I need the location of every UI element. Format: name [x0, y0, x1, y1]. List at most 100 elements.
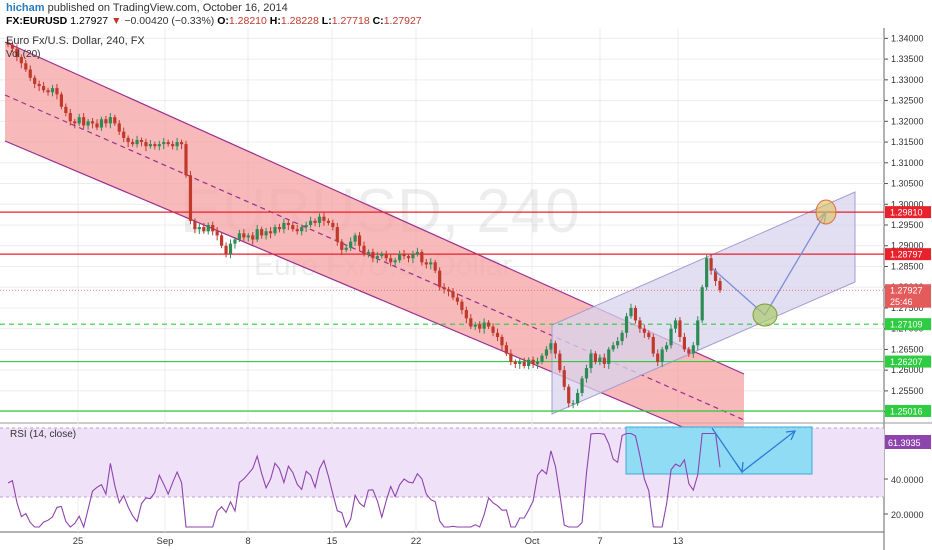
candle-body [251, 235, 255, 240]
price-badge-text: 1.27109 [890, 320, 923, 330]
time-tick-label: 8 [245, 536, 250, 547]
candle-body [527, 359, 531, 367]
candle-body [144, 142, 148, 147]
candle-body [424, 262, 428, 265]
candle-body [513, 361, 517, 364]
candle-body [366, 251, 371, 255]
candle-body [122, 131, 126, 138]
candle-body [429, 262, 433, 265]
candle-body [104, 119, 108, 124]
candle-body [633, 307, 638, 321]
time-tick-label: 7 [597, 536, 602, 547]
price-badge-text: 25:46 [890, 297, 913, 307]
author-name[interactable]: hicham [6, 2, 45, 14]
candle-body [260, 229, 264, 236]
price-tick-label: 1.28500 [891, 261, 924, 271]
time-tick-label: 25 [73, 536, 84, 547]
candle-body [184, 144, 188, 176]
descending-channel-lower[interactable] [4, 140, 745, 454]
candle-body [344, 247, 348, 250]
candle-body [616, 341, 620, 346]
rsi-axis: 40.0000 20.0000 [884, 475, 924, 520]
candle-body [202, 227, 206, 232]
candle-body [553, 343, 557, 354]
candle-body [291, 225, 295, 230]
candle-body [535, 361, 540, 364]
candle-body [171, 144, 175, 147]
candle-body [300, 227, 304, 232]
candle-body [549, 343, 553, 350]
price-tick-label: 1.26500 [891, 344, 924, 354]
price-tick-label: 1.32500 [891, 96, 924, 106]
rsi-tick: 20.0000 [891, 510, 924, 520]
candle-body [669, 328, 673, 346]
candle-body [295, 229, 299, 232]
candle-body [77, 117, 81, 124]
candle-body [638, 320, 642, 329]
candle-body [322, 216, 326, 221]
candle-body [478, 324, 482, 329]
candle-body [282, 222, 286, 230]
close-value: 1.27927 [383, 15, 422, 27]
price-tick-label: 1.25500 [891, 386, 924, 396]
candle-body [37, 83, 41, 87]
open-label: O: [217, 15, 229, 27]
target-circle-support[interactable] [752, 303, 778, 327]
price-badge-text: 1.28797 [890, 250, 923, 260]
candle-body [331, 222, 335, 228]
price-tick-label: 1.29500 [891, 220, 924, 230]
rsi-label: RSI (14, close) [10, 429, 76, 440]
candle-body [224, 245, 228, 255]
candle-body [375, 256, 379, 259]
candle-body [522, 361, 526, 367]
candle-body [624, 316, 629, 333]
price-tick-label: 1.34000 [891, 33, 924, 43]
price-axis[interactable]: 1.34000 1.33500 1.33000 1.32500 1.32000 1.315… [884, 33, 931, 417]
candle-body [15, 48, 19, 58]
rsi-highlight-box[interactable] [625, 426, 813, 475]
target-circle-resistance[interactable] [815, 199, 837, 225]
candle-body [193, 220, 197, 230]
candle-body [464, 310, 468, 319]
price-tick-label: 1.32000 [891, 116, 924, 126]
price-badge [885, 295, 931, 308]
candle-body [86, 121, 90, 126]
price-tick-label: 1.29000 [891, 241, 924, 251]
candle-body [682, 336, 686, 350]
publish-line: hicham published on TradingView.com, Oct… [6, 2, 288, 14]
candle-body [718, 280, 722, 291]
candle-body [162, 142, 166, 145]
volume-label: Vol (20) [6, 49, 40, 60]
candle-body [153, 144, 157, 147]
rsi-line [7, 432, 721, 529]
time-axis[interactable]: 25 Sep 8 15 22 Oct 7 13 [73, 536, 684, 547]
candle-body [179, 142, 184, 145]
candle-body [246, 235, 250, 238]
candle-body [451, 291, 455, 298]
candle-body [651, 336, 655, 354]
candle-body [211, 225, 215, 232]
candle-body [242, 233, 246, 238]
close-label: C: [372, 15, 384, 27]
price-badge [885, 248, 931, 261]
price-chart[interactable]: EURUSD, 240 Euro Fx/U.S. Dollar Euro Fx/… [0, 28, 932, 550]
candle-body [90, 121, 95, 124]
candle-body [304, 225, 308, 228]
candle-body [237, 233, 241, 240]
price-tick-label: 1.33000 [891, 75, 924, 85]
candle-body [268, 231, 273, 234]
candle-body [148, 144, 152, 147]
candle-body [411, 254, 415, 259]
candle-body [157, 144, 161, 147]
candle-body [326, 220, 330, 223]
candle-body [309, 220, 313, 225]
candle-body [687, 349, 691, 354]
candle-body [576, 392, 580, 404]
candle-body [389, 258, 393, 263]
candle-body [175, 142, 179, 147]
candle-body [19, 57, 23, 64]
candle-body [99, 119, 104, 128]
candle-body [135, 139, 139, 145]
candle-body [215, 231, 219, 236]
candle-body [433, 262, 437, 271]
